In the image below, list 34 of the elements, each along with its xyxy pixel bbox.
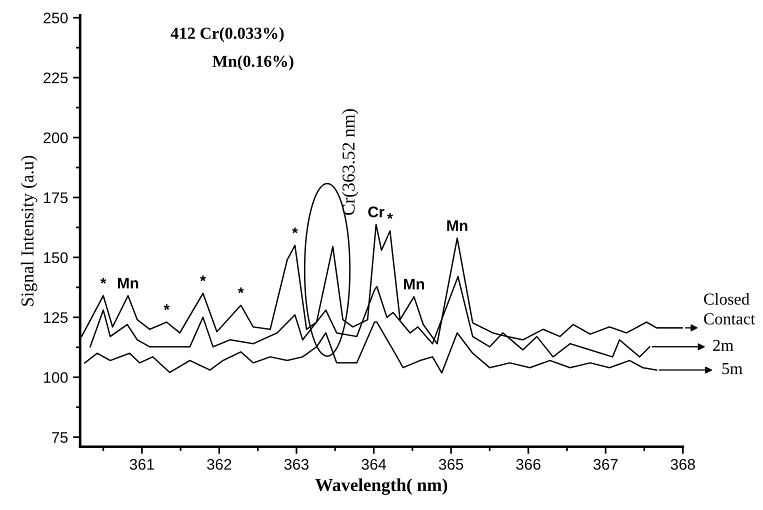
x-tick-label: 366 xyxy=(516,458,540,470)
annotation: Cr(363.52 nm) xyxy=(342,109,358,215)
series-label: Closed Contact xyxy=(704,293,756,324)
y-tick-label: 250 xyxy=(44,12,68,24)
annotation: 412 Cr(0.033%) xyxy=(170,27,284,42)
annotation: * xyxy=(387,213,393,219)
legend-label: 2m xyxy=(713,340,734,351)
annotation: * xyxy=(100,278,106,284)
x-axis-title: Wavelength( nm) xyxy=(315,478,448,495)
x-tick-label: 365 xyxy=(438,458,464,470)
annotation: Cr xyxy=(368,206,384,218)
x-tick-label: 362 xyxy=(207,458,232,470)
annotation: * xyxy=(200,276,206,282)
annotation: Mn xyxy=(404,278,424,290)
y-tick-label: 150 xyxy=(44,252,68,264)
y-axis-title: Signal Intensity (a.u) xyxy=(20,156,38,306)
x-tick-label: 363 xyxy=(284,458,309,470)
annotation: * xyxy=(238,287,244,294)
y-tick-label: 200 xyxy=(44,132,68,144)
x-tick-label: 361 xyxy=(130,458,154,470)
x-tick-label: 364 xyxy=(362,458,386,470)
legend-label: 5m xyxy=(722,363,742,374)
y-tick-label: 100 xyxy=(44,372,68,383)
x-tick-label: 368 xyxy=(670,458,695,470)
y-tick-label: 125 xyxy=(44,312,68,324)
annotation: * xyxy=(292,228,298,234)
y-tick-label: 225 xyxy=(44,72,68,84)
x-tick-label: 367 xyxy=(593,458,618,470)
annotation: Mn xyxy=(447,220,468,231)
y-tick-label: 175 xyxy=(44,192,68,204)
annotation: Mn xyxy=(118,278,138,288)
annotation: Mn(0.16%) xyxy=(212,55,294,70)
y-tick-label: 75 xyxy=(52,432,68,443)
annotation: * xyxy=(164,304,170,310)
